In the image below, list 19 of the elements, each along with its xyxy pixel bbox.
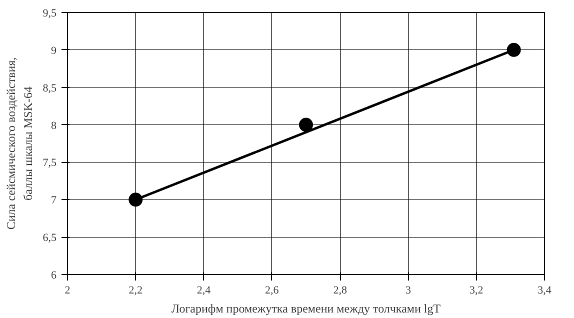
point [299,118,313,132]
x-tick-label: 2,8 [333,284,348,296]
y-tick-label: 6 [51,270,57,282]
y-tick-label: 9 [51,44,57,57]
x-tick-label: 3,2 [469,284,484,296]
y-tick-label: 6,5 [42,232,57,244]
y-tick-label: 8,5 [42,82,57,94]
y-tick-label: 7,5 [42,157,57,170]
x-tick-label: 2,6 [265,284,280,296]
x-tick-label: 2,2 [128,284,143,296]
y-tick-label: 8 [51,120,57,132]
y-tick-label: 9,5 [42,8,57,20]
x-tick-label: 2 [64,284,70,296]
x-tick-label: 3 [405,284,412,296]
y-tick-label: 7 [51,194,57,207]
x-tick-label: 3,4 [538,284,552,296]
x-axis-title: Логарифм промежутка времени между толчками lgT [171,302,442,316]
y-axis-title: Сила сейсмического воздействия, баллы шкалы MSK-64 [4,57,35,230]
x-tick-label: 2,4 [196,284,212,296]
